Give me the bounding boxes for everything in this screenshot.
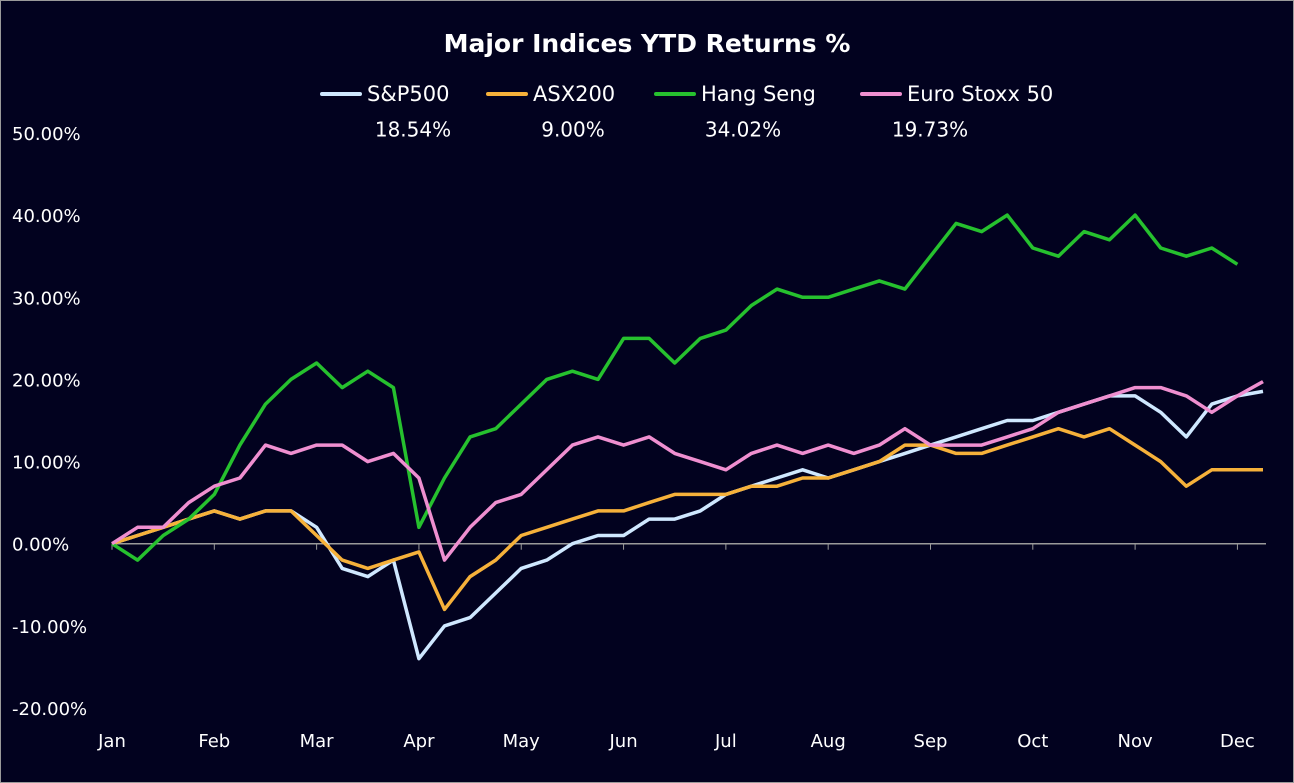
ytd-label: 19.73% <box>892 118 968 142</box>
legend-label: Euro Stoxx 50 <box>907 82 1053 106</box>
y-tick-label: 0.00% <box>12 535 69 556</box>
ytd-label: 34.02% <box>705 118 781 142</box>
series-line <box>111 213 1239 562</box>
y-tick-label: 50.00% <box>12 124 81 145</box>
legend-label: S&P500 <box>367 82 449 106</box>
x-tick-label: Nov <box>1118 731 1153 752</box>
y-tick-label: 10.00% <box>12 453 81 474</box>
series-line <box>111 426 1263 612</box>
x-tick-label: May <box>503 731 541 752</box>
x-tick-label: Feb <box>198 731 230 752</box>
chart-title: Major Indices YTD Returns % <box>444 29 851 58</box>
y-tick-label: -20.00% <box>12 699 87 720</box>
x-tick-label: Jan <box>97 731 126 752</box>
x-tick-label: Sep <box>914 731 948 752</box>
ytd-label: 18.54% <box>375 118 451 142</box>
y-tick-label: -10.00% <box>12 617 87 638</box>
ytd-label: 9.00% <box>541 118 605 142</box>
x-tick-label: Jun <box>608 731 637 752</box>
y-tick-label: 30.00% <box>12 288 81 309</box>
x-tick-label: Mar <box>300 731 335 752</box>
x-tick-label: Aug <box>811 731 846 752</box>
x-tick-label: Apr <box>403 731 435 752</box>
series-line <box>111 380 1264 562</box>
x-tick-label: Oct <box>1017 731 1048 752</box>
y-tick-label: 40.00% <box>12 206 81 227</box>
x-tick-label: Dec <box>1220 731 1255 752</box>
x-tick-label: Jul <box>714 731 737 752</box>
legend-label: Hang Seng <box>701 82 816 106</box>
y-tick-label: 20.00% <box>12 370 81 391</box>
legend-label: ASX200 <box>533 82 615 106</box>
